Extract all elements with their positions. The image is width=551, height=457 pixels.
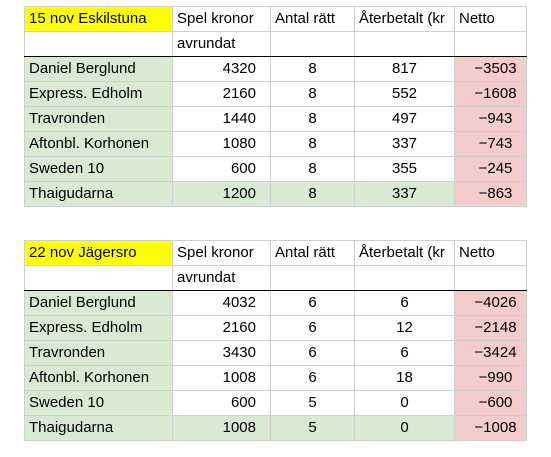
- row-ratt-cell[interactable]: 6: [270, 340, 355, 366]
- row-spel-cell[interactable]: 1008: [172, 415, 271, 441]
- row-ratt-cell[interactable]: 6: [270, 290, 355, 316]
- table-row: Daniel Berglund 4320 8 817 −3503: [24, 56, 527, 82]
- subheader-row: avrundat: [24, 31, 527, 57]
- table-row: Daniel Berglund 4032 6 6 −4026: [24, 290, 527, 316]
- table-title-cell[interactable]: 15 nov Eskilstuna: [24, 6, 173, 32]
- row-spel-cell[interactable]: 2160: [172, 315, 271, 341]
- row-spel-cell[interactable]: 4032: [172, 290, 271, 316]
- row-netto-cell[interactable]: −1008: [454, 415, 527, 441]
- row-name-cell[interactable]: Thaigudarna: [24, 415, 173, 441]
- row-aterbetalt-cell[interactable]: 817: [354, 56, 455, 82]
- subheader-avrundat[interactable]: avrundat: [172, 31, 271, 57]
- row-netto-cell[interactable]: −863: [454, 181, 527, 207]
- empty-cell[interactable]: [24, 31, 173, 57]
- row-spel-cell[interactable]: 2160: [172, 81, 271, 107]
- row-netto-cell[interactable]: −4026: [454, 290, 527, 316]
- row-aterbetalt-cell[interactable]: 337: [354, 131, 455, 157]
- row-aterbetalt-cell[interactable]: 0: [354, 390, 455, 416]
- row-aterbetalt-cell[interactable]: 552: [354, 81, 455, 107]
- row-aterbetalt-cell[interactable]: 355: [354, 156, 455, 182]
- results-table-1: 15 nov Eskilstuna Spel kronor Antal rätt Åt…: [24, 6, 527, 207]
- row-netto-cell[interactable]: −1608: [454, 81, 527, 107]
- row-ratt-cell[interactable]: 6: [270, 315, 355, 341]
- table-row: Express. Edholm 2160 8 552 −1608: [24, 81, 527, 107]
- row-name-cell[interactable]: Travronden: [24, 340, 173, 366]
- subheader-row: avrundat: [24, 265, 527, 291]
- table-row: Thaigudarna 1008 5 0 −1008: [24, 415, 527, 441]
- row-spel-cell[interactable]: 1080: [172, 131, 271, 157]
- row-netto-cell[interactable]: −3503: [454, 56, 527, 82]
- table-row: Thaigudarna 1200 8 337 −863: [24, 181, 527, 207]
- row-name-cell[interactable]: Sweden 10: [24, 390, 173, 416]
- row-netto-cell[interactable]: −245: [454, 156, 527, 182]
- row-ratt-cell[interactable]: 8: [270, 106, 355, 132]
- header-spel-kronor[interactable]: Spel kronor: [172, 6, 271, 32]
- header-antal-ratt[interactable]: Antal rätt: [270, 240, 355, 266]
- header-antal-ratt[interactable]: Antal rätt: [270, 6, 355, 32]
- row-spel-cell[interactable]: 600: [172, 156, 271, 182]
- row-spel-cell[interactable]: 3430: [172, 340, 271, 366]
- row-name-cell[interactable]: Express. Edholm: [24, 81, 173, 107]
- row-ratt-cell[interactable]: 5: [270, 390, 355, 416]
- row-aterbetalt-cell[interactable]: 337: [354, 181, 455, 207]
- empty-cell[interactable]: [270, 31, 355, 57]
- results-table-2: 22 nov Jägersro Spel kronor Antal rätt Åter…: [24, 240, 527, 441]
- row-aterbetalt-cell[interactable]: 497: [354, 106, 455, 132]
- row-netto-cell[interactable]: −943: [454, 106, 527, 132]
- header-aterbetalt[interactable]: Återbetalt (kr: [354, 6, 455, 32]
- row-aterbetalt-cell[interactable]: 6: [354, 290, 455, 316]
- row-ratt-cell[interactable]: 5: [270, 415, 355, 441]
- header-netto[interactable]: Netto: [454, 6, 527, 32]
- row-ratt-cell[interactable]: 6: [270, 365, 355, 391]
- table-row: Aftonbl. Korhonen 1080 8 337 −743: [24, 131, 527, 157]
- header-spel-kronor[interactable]: Spel kronor: [172, 240, 271, 266]
- table-row: Sweden 10 600 5 0 −600: [24, 390, 527, 416]
- table-row: Travronden 3430 6 6 −3424: [24, 340, 527, 366]
- row-aterbetalt-cell[interactable]: 6: [354, 340, 455, 366]
- row-name-cell[interactable]: Thaigudarna: [24, 181, 173, 207]
- table-title-cell[interactable]: 22 nov Jägersro: [24, 240, 173, 266]
- row-aterbetalt-cell[interactable]: 12: [354, 315, 455, 341]
- empty-cell[interactable]: [454, 31, 527, 57]
- row-ratt-cell[interactable]: 8: [270, 81, 355, 107]
- table-row: Travronden 1440 8 497 −943: [24, 106, 527, 132]
- empty-cell[interactable]: [270, 265, 355, 291]
- table-row: Aftonbl. Korhonen 1008 6 18 −990: [24, 365, 527, 391]
- row-ratt-cell[interactable]: 8: [270, 156, 355, 182]
- row-spel-cell[interactable]: 4320: [172, 56, 271, 82]
- row-netto-cell[interactable]: −600: [454, 390, 527, 416]
- header-row: 15 nov Eskilstuna Spel kronor Antal rätt Åt…: [24, 6, 527, 32]
- row-aterbetalt-cell[interactable]: 18: [354, 365, 455, 391]
- row-name-cell[interactable]: Aftonbl. Korhonen: [24, 131, 173, 157]
- row-name-cell[interactable]: Daniel Berglund: [24, 56, 173, 82]
- row-spel-cell[interactable]: 1200: [172, 181, 271, 207]
- row-name-cell[interactable]: Sweden 10: [24, 156, 173, 182]
- row-name-cell[interactable]: Daniel Berglund: [24, 290, 173, 316]
- empty-cell[interactable]: [24, 265, 173, 291]
- table-row: Express. Edholm 2160 6 12 −2148: [24, 315, 527, 341]
- header-netto[interactable]: Netto: [454, 240, 527, 266]
- row-name-cell[interactable]: Express. Edholm: [24, 315, 173, 341]
- row-ratt-cell[interactable]: 8: [270, 181, 355, 207]
- row-spel-cell[interactable]: 1008: [172, 365, 271, 391]
- empty-cell[interactable]: [454, 265, 527, 291]
- empty-cell[interactable]: [354, 31, 455, 57]
- row-spel-cell[interactable]: 1440: [172, 106, 271, 132]
- row-netto-cell[interactable]: −2148: [454, 315, 527, 341]
- row-netto-cell[interactable]: −990: [454, 365, 527, 391]
- row-netto-cell[interactable]: −743: [454, 131, 527, 157]
- table-row: Sweden 10 600 8 355 −245: [24, 156, 527, 182]
- row-ratt-cell[interactable]: 8: [270, 56, 355, 82]
- header-row: 22 nov Jägersro Spel kronor Antal rätt Åter…: [24, 240, 527, 266]
- row-spel-cell[interactable]: 600: [172, 390, 271, 416]
- subheader-avrundat[interactable]: avrundat: [172, 265, 271, 291]
- empty-cell[interactable]: [354, 265, 455, 291]
- row-name-cell[interactable]: Aftonbl. Korhonen: [24, 365, 173, 391]
- row-name-cell[interactable]: Travronden: [24, 106, 173, 132]
- row-ratt-cell[interactable]: 8: [270, 131, 355, 157]
- row-netto-cell[interactable]: −3424: [454, 340, 527, 366]
- row-aterbetalt-cell[interactable]: 0: [354, 415, 455, 441]
- header-aterbetalt[interactable]: Återbetalt (kr: [354, 240, 455, 266]
